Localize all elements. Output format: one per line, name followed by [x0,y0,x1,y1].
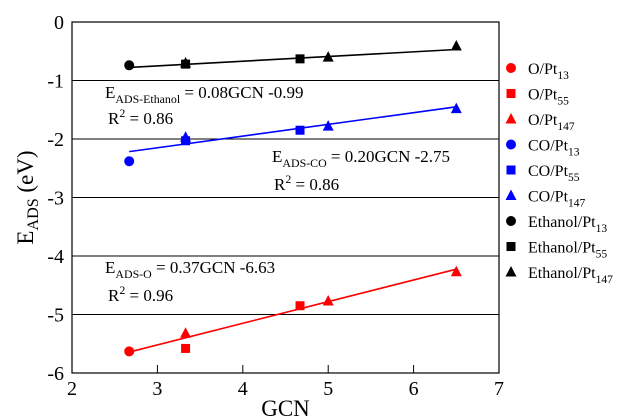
legend-name: O/Pt [528,61,558,78]
legend-name: Ethanol/Pt [528,214,596,231]
fit-line [129,48,457,69]
legend-marker [506,63,516,73]
legend-label: Ethanol/Pt147 [528,265,613,286]
point [295,301,305,311]
point [450,102,462,114]
annotation-text: = 0.37GCN -6.63 [152,258,275,277]
point [322,51,334,62]
legend-marker [506,139,516,150]
point [322,120,334,131]
x-tick-label: 2 [67,378,77,400]
point [180,327,192,338]
y-axis-label-text: (eV) [13,150,38,198]
legend-label: Ethanol/Pt55 [528,240,607,261]
annotation-base: R [108,286,120,305]
legend-label: CO/Pt13 [528,138,580,159]
legend-label: Ethanol/Pt13 [528,214,607,235]
legend-subscript: 13 [568,147,580,159]
legend-name: CO/Pt [528,163,569,180]
y-tick-label: -1 [47,71,64,93]
point [181,343,191,353]
legend-marker [506,216,516,226]
annotation-base: R [274,175,286,194]
legend-subscript: 55 [596,249,608,261]
annotation-text: = 0.20GCN -2.75 [327,147,450,166]
legend-name: O/Pt [528,112,558,129]
annotation-sub: ADS-CO [282,156,327,170]
legend-name: CO/Pt [528,189,569,206]
point [124,156,135,167]
point [450,39,462,51]
legend-marker [505,266,517,277]
legend-name: Ethanol/Pt [528,265,596,282]
annotation: EADS-O = 0.37GCN -6.63 [105,258,275,281]
legend-label: CO/Pt147 [528,189,586,210]
legend-subscript: 13 [557,70,569,82]
annotation: R2 = 0.86 [108,106,173,128]
y-tick-label: -6 [47,363,64,385]
annotation-text: = 0.96 [125,286,173,305]
x-tick-label: 3 [152,378,162,400]
annotation-sup: 2 [119,106,125,120]
annotation-text: = 0.08GCN -0.99 [180,83,303,102]
legend-name: Ethanol/Pt [528,240,596,257]
annotation-sub: ADS-O [115,267,152,281]
legend-marker [505,113,517,124]
annotation: R2 = 0.96 [108,283,173,305]
legend-subscript: 147 [557,121,575,133]
x-tick-label: 7 [494,378,504,400]
legend-subscript: 147 [596,274,614,286]
annotation-sub: ADS-Ethanol [115,92,180,106]
x-tick-label: 4 [238,378,248,400]
fit-line [129,106,457,153]
legend-label: O/Pt55 [528,87,569,108]
legend-label: O/Pt13 [528,61,569,82]
legend-label: CO/Pt55 [528,163,580,184]
annotation-text: = 0.86 [291,175,339,194]
point [124,346,135,357]
y-tick-label: -2 [47,129,64,151]
legend-name: CO/Pt [528,138,569,155]
legend-subscript: 13 [596,223,608,235]
legend-subscript: 147 [568,198,586,210]
annotation: EADS-Ethanol = 0.08GCN -0.99 [105,83,304,106]
annotation-base: E [105,258,115,277]
annotation: EADS-CO = 0.20GCN -2.75 [272,147,450,170]
y-tick-label: -5 [47,305,64,327]
legend-marker [506,165,516,175]
legend-marker [506,89,516,98]
x-tick-label: 6 [409,378,419,400]
point [322,295,334,306]
x-axis-label: GCN [261,396,310,420]
y-tick-label: -4 [47,246,64,268]
legend-label: O/Pt147 [528,112,575,133]
point [180,131,192,142]
y-axis-label-base: E [13,231,38,245]
legend-subscript: 55 [568,172,580,184]
point [180,56,192,68]
y-tick-label: 0 [54,12,64,34]
y-axis-label-sub: ADS [25,198,42,230]
fit-line [129,268,457,353]
plot-frame [71,21,500,374]
y-tick-label: -3 [47,188,64,210]
annotation-base: R [108,109,120,128]
annotation-text: = 0.86 [125,109,173,128]
legend-marker [505,189,517,200]
annotation: R2 = 0.86 [274,172,339,194]
point [295,54,305,64]
x-tick-label: 5 [323,378,333,400]
legend-name: O/Pt [528,87,558,104]
annotation-sup: 2 [285,172,291,186]
annotation-base: E [105,83,115,102]
annotation-sup: 2 [119,283,125,297]
point [295,125,305,135]
legend-marker [506,242,516,251]
legend-subscript: 55 [557,96,569,108]
point [450,265,462,277]
point [124,60,135,71]
annotation-base: E [272,147,282,166]
y-axis-label: EADS (eV) [13,150,42,244]
